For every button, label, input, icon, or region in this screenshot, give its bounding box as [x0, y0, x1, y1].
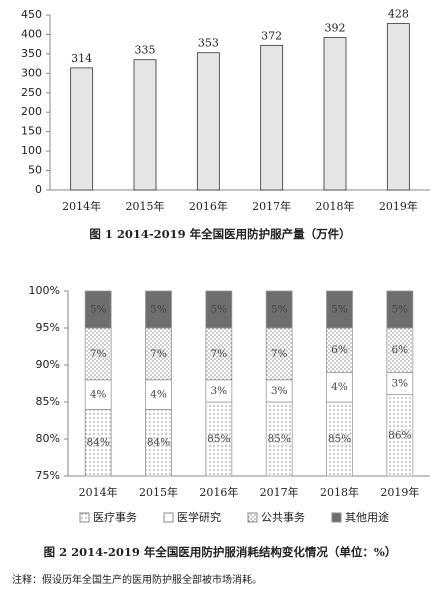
legend-swatch [163, 512, 174, 523]
bar-segment [326, 371, 353, 403]
y-tick-label: 85% [36, 395, 60, 408]
legend-label: 公共事务 [261, 511, 305, 524]
data-label: 85% [207, 433, 230, 445]
y-tick-label: 80% [36, 432, 60, 445]
bar [386, 23, 410, 191]
data-label: 7% [90, 348, 107, 360]
legend-swatch [79, 512, 90, 523]
data-label: 7% [150, 348, 167, 360]
y-tick-label: 300 [21, 66, 42, 79]
y-tick-label: 400 [21, 27, 42, 40]
x-tick-label: 2014年 [79, 485, 118, 499]
data-label: 392 [325, 22, 346, 35]
data-label: 85% [267, 433, 290, 445]
data-label: 86% [388, 429, 411, 441]
data-label: 5% [331, 304, 348, 316]
chart-title: 图 2 2014-2019 年全国医用防护服消耗结构变化情况（单位：%） [44, 545, 397, 559]
y-tick-label: 450 [21, 8, 42, 21]
x-tick-label: 2017年 [252, 199, 291, 213]
data-label: 4% [331, 381, 348, 393]
bar-segment [386, 394, 414, 477]
y-tick-label: 150 [21, 125, 42, 138]
y-tick-label: 50 [28, 164, 42, 177]
x-tick-label: 2016年 [189, 199, 228, 213]
bar-segment [326, 327, 353, 373]
data-label: 3% [391, 378, 408, 390]
bar-segment [205, 327, 233, 381]
data-label: 314 [71, 52, 92, 65]
x-tick-label: 2019年 [379, 199, 418, 213]
bar-segment [265, 401, 293, 477]
data-label: 6% [391, 344, 408, 356]
data-label: 6% [331, 344, 348, 356]
data-label: 3% [271, 385, 288, 397]
bar-segment [145, 379, 172, 410]
data-label: 3% [210, 385, 227, 397]
data-label: 335 [135, 44, 156, 57]
bar [323, 37, 347, 191]
y-tick-label: 200 [21, 105, 42, 118]
y-tick-label: 75% [36, 469, 60, 482]
data-label: 85% [328, 433, 351, 445]
y-tick-label: 350 [21, 47, 42, 60]
bar-segment [145, 408, 172, 477]
data-label: 7% [271, 348, 288, 360]
y-tick-label: 100 [21, 144, 42, 157]
bar-segment [326, 290, 353, 329]
bar-segment [265, 290, 293, 329]
bar-segment [84, 379, 112, 410]
data-label: 4% [90, 389, 107, 401]
data-label: 372 [261, 29, 282, 42]
bar-segment [145, 290, 172, 329]
data-label: 5% [150, 304, 167, 316]
legend-label: 医学研究 [177, 510, 221, 524]
bar [133, 59, 157, 191]
y-tick-label: 95% [36, 321, 60, 334]
bar [260, 44, 284, 191]
legend-swatch [247, 512, 258, 523]
legend-label: 医疗事务 [93, 510, 137, 524]
x-tick-label: 2015年 [139, 485, 178, 499]
x-tick-label: 2019年 [380, 485, 419, 499]
x-tick-label: 2018年 [316, 199, 355, 213]
data-label: 353 [198, 37, 219, 50]
chart-title: 图 1 2014-2019 年全国医用防护服产量（万件） [89, 227, 350, 241]
data-label: 428 [388, 8, 409, 21]
bar-segment [386, 290, 414, 329]
data-label: 4% [150, 389, 167, 401]
y-tick-label: 90% [36, 358, 60, 371]
y-tick-label: 250 [21, 86, 42, 99]
bar-segment [265, 327, 293, 381]
legend-swatch [331, 512, 342, 523]
legend-label: 其他用途 [345, 510, 389, 524]
data-label: 7% [210, 348, 227, 360]
data-label: 5% [210, 304, 227, 316]
bar-segment [326, 401, 353, 477]
data-label: 5% [271, 304, 288, 316]
x-tick-label: 2015年 [126, 199, 165, 213]
bar [70, 67, 94, 191]
bar-segment [84, 290, 112, 329]
x-tick-label: 2018年 [320, 485, 359, 499]
note: 注释：假设历年全国生产的医用防护服全部被市场消耗。 [12, 573, 262, 586]
x-tick-label: 2016年 [199, 485, 238, 499]
data-label: 5% [391, 304, 408, 316]
bar-segment [84, 408, 112, 477]
x-tick-label: 2014年 [62, 199, 101, 213]
y-tick-label: 0 [35, 183, 42, 196]
bar-segment [205, 401, 233, 477]
bar-segment [205, 290, 233, 329]
bar-segment [84, 327, 112, 381]
x-tick-label: 2017年 [260, 485, 299, 499]
y-tick-label: 100% [29, 284, 60, 297]
data-label: 84% [86, 437, 109, 449]
data-label: 5% [90, 304, 107, 316]
bar-segment [145, 327, 172, 381]
bar [196, 52, 220, 191]
data-label: 84% [147, 437, 170, 449]
